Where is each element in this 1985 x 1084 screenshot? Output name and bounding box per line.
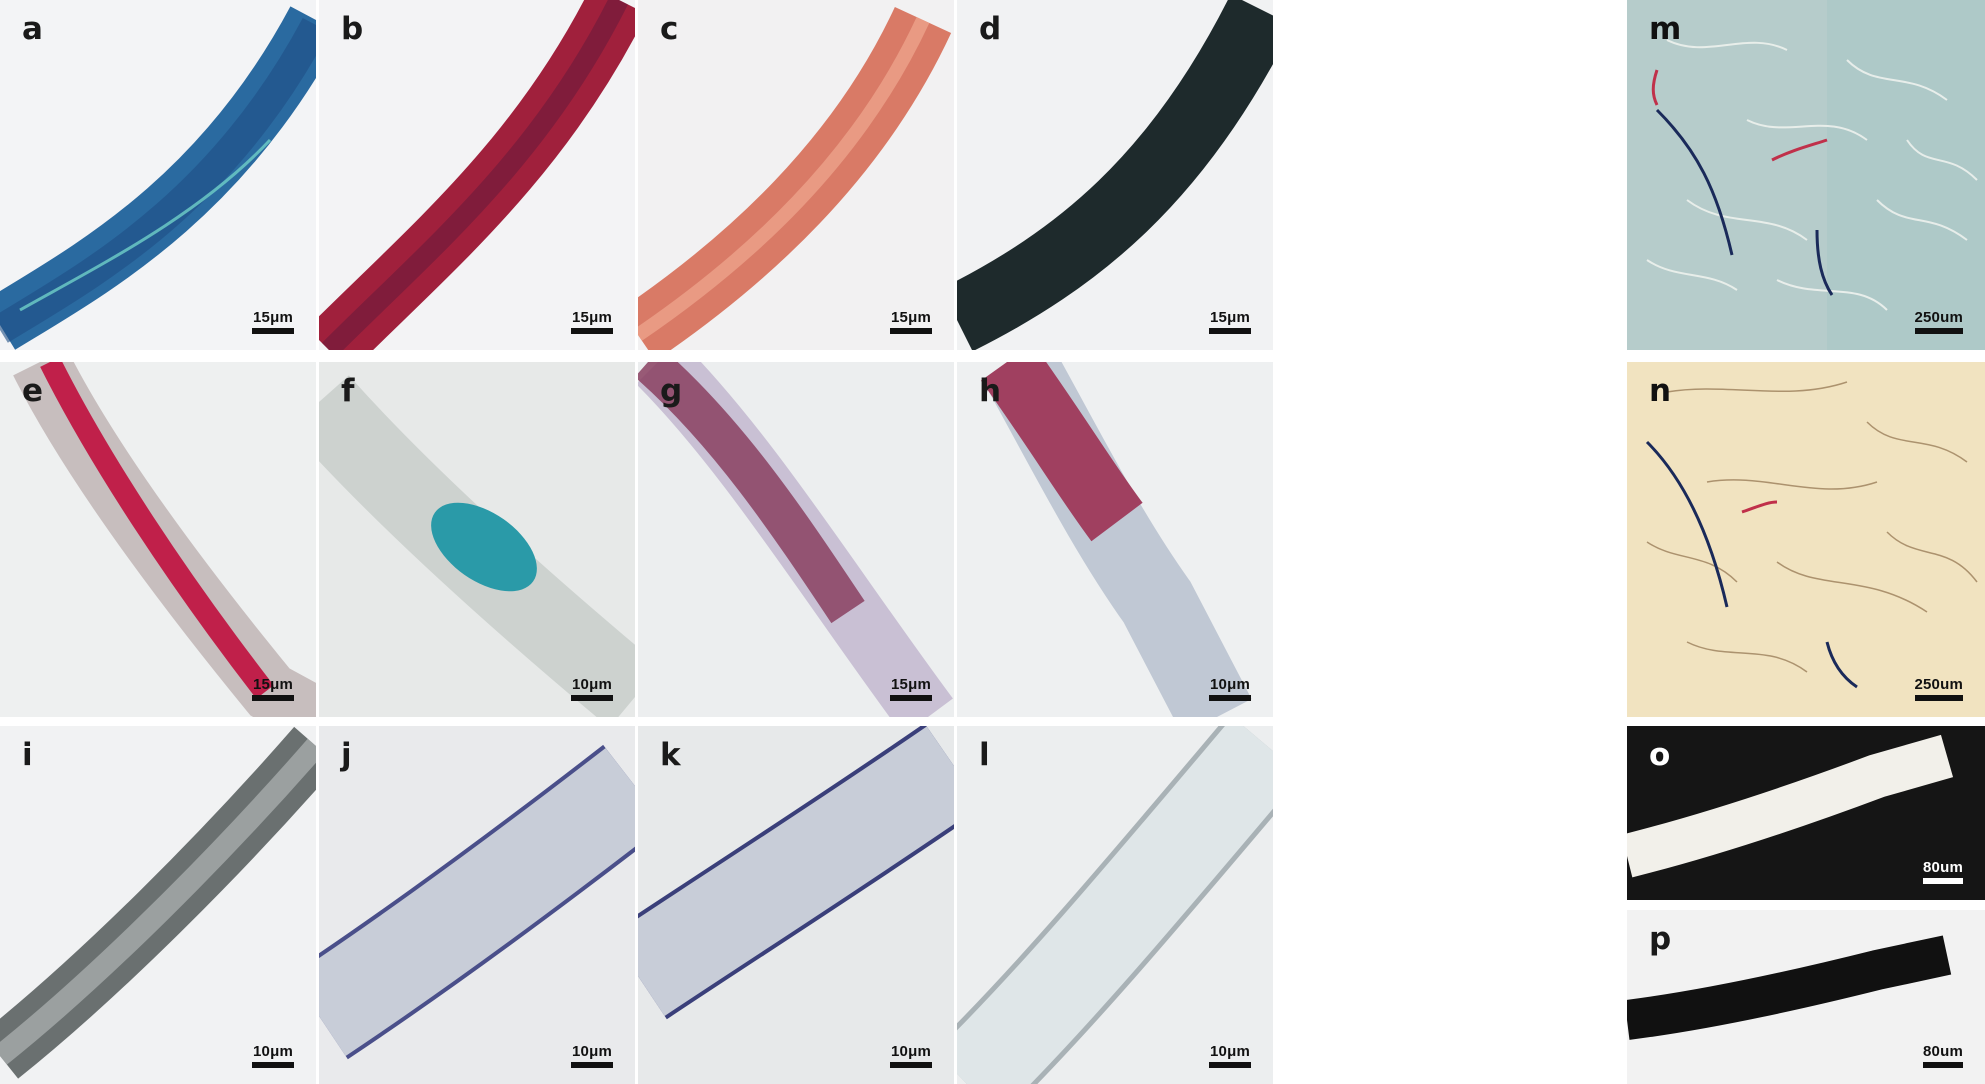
panel-label: e	[22, 373, 44, 409]
scale-bar-line	[252, 695, 294, 701]
micrograph-panel-e: e 15μm	[0, 362, 316, 717]
scale-bar-line	[252, 328, 294, 334]
scale-bar-line	[1914, 695, 1963, 701]
fiber-mix-micrograph	[1627, 362, 1985, 717]
fiber-mix-micrograph	[1627, 0, 1985, 350]
panel-label: g	[660, 373, 683, 409]
purple-fiber-micrograph	[638, 362, 954, 717]
scale-bar: 10μm	[571, 1044, 613, 1068]
scale-bar: 250um	[1914, 310, 1963, 334]
scale-bar: 15μm	[571, 310, 613, 334]
scale-bar: 15μm	[252, 677, 294, 701]
scale-bar: 10μm	[1209, 1044, 1251, 1068]
scale-bar-line	[252, 1062, 294, 1068]
white-yarn-micrograph	[1627, 726, 1985, 900]
scale-bar-label: 250um	[1914, 676, 1963, 693]
scale-bar-line	[571, 695, 613, 701]
micrograph-panel-b: b 15μm	[319, 0, 635, 350]
scale-bar: 15μm	[890, 677, 932, 701]
gray-fiber-micrograph	[0, 726, 316, 1084]
dark-yarn-micrograph	[1627, 910, 1985, 1084]
micrograph-panel-j: j 10μm	[319, 726, 635, 1084]
panel-label: l	[979, 737, 990, 773]
scale-bar-label: 10μm	[1210, 676, 1250, 693]
blue-fiber-micrograph	[0, 0, 316, 350]
scale-bar: 80um	[1923, 1044, 1963, 1068]
panel-label: d	[979, 11, 1002, 47]
translucent-fiber-micrograph	[319, 726, 635, 1084]
scale-bar-line	[571, 328, 613, 334]
scale-bar: 10μm	[890, 1044, 932, 1068]
scale-bar-label: 10μm	[1210, 1043, 1250, 1060]
panel-label: f	[341, 373, 355, 409]
micrograph-panel-o: o 80um	[1627, 726, 1985, 900]
scale-bar-label: 80um	[1923, 1043, 1963, 1060]
scale-bar-line	[1923, 878, 1963, 884]
scale-bar-label: 250um	[1914, 309, 1963, 326]
scale-bar-line	[890, 328, 932, 334]
panel-label: c	[660, 11, 679, 47]
panel-label: p	[1649, 921, 1672, 957]
micrograph-panel-a: a 15μm	[0, 0, 316, 350]
panel-label: b	[341, 11, 364, 47]
micrograph-panel-m: m 250um	[1627, 0, 1985, 350]
scale-bar: 250um	[1914, 677, 1963, 701]
black-fiber-micrograph	[957, 0, 1273, 350]
scale-bar-label: 10μm	[891, 1043, 931, 1060]
red-fiber-micrograph	[319, 0, 635, 350]
panel-label: k	[660, 737, 681, 773]
scale-bar-line	[1923, 1062, 1963, 1068]
scale-bar-line	[1209, 695, 1251, 701]
micrograph-panel-l: l 10μm	[957, 726, 1273, 1084]
scale-bar-line	[1209, 328, 1251, 334]
panel-label: o	[1649, 737, 1671, 773]
micrograph-panel-d: d 15μm	[957, 0, 1273, 350]
scale-bar-label: 10μm	[572, 1043, 612, 1060]
stained-red-fiber-micrograph	[0, 362, 316, 717]
scale-bar-label: 15μm	[253, 309, 293, 326]
scale-bar-line	[571, 1062, 613, 1068]
scale-bar-line	[1209, 1062, 1251, 1068]
scale-bar-line	[1914, 328, 1963, 334]
scale-bar-label: 10μm	[253, 1043, 293, 1060]
stained-teal-fiber-micrograph	[319, 362, 635, 717]
scale-bar-label: 80um	[1923, 859, 1963, 876]
salmon-fiber-micrograph	[638, 0, 954, 350]
panel-label: h	[979, 373, 1002, 409]
micrograph-panel-k: k 10μm	[638, 726, 954, 1084]
micrograph-panel-g: g 15μm	[638, 362, 954, 717]
panel-label: a	[22, 11, 43, 47]
scale-bar-label: 15μm	[891, 309, 931, 326]
frayed-fiber-micrograph	[957, 362, 1273, 717]
scale-bar-label: 15μm	[253, 676, 293, 693]
translucent-fiber-micrograph	[638, 726, 954, 1084]
micrograph-panel-c: c 15μm	[638, 0, 954, 350]
scale-bar-label: 15μm	[891, 676, 931, 693]
scale-bar: 80um	[1923, 860, 1963, 884]
micrograph-panel-i: i 10μm	[0, 726, 316, 1084]
scale-bar-label: 15μm	[1210, 309, 1250, 326]
scale-bar-label: 10μm	[572, 676, 612, 693]
scale-bar-label: 15μm	[572, 309, 612, 326]
scale-bar: 10μm	[571, 677, 613, 701]
panel-label: m	[1649, 11, 1682, 47]
scale-bar-line	[890, 695, 932, 701]
micrograph-panel-p: p 80um	[1627, 910, 1985, 1084]
scale-bar: 10μm	[252, 1044, 294, 1068]
micrograph-panel-f: f 10μm	[319, 362, 635, 717]
clear-fiber-micrograph	[957, 726, 1273, 1084]
micrograph-panel-h: h 10μm	[957, 362, 1273, 717]
scale-bar: 10μm	[1209, 677, 1251, 701]
panel-label: j	[341, 737, 352, 773]
scale-bar-line	[890, 1062, 932, 1068]
panel-label: i	[22, 737, 33, 773]
panel-label: n	[1649, 373, 1672, 409]
scale-bar: 15μm	[890, 310, 932, 334]
scale-bar: 15μm	[1209, 310, 1251, 334]
micrograph-panel-n: n 250um	[1627, 362, 1985, 717]
scale-bar: 15μm	[252, 310, 294, 334]
